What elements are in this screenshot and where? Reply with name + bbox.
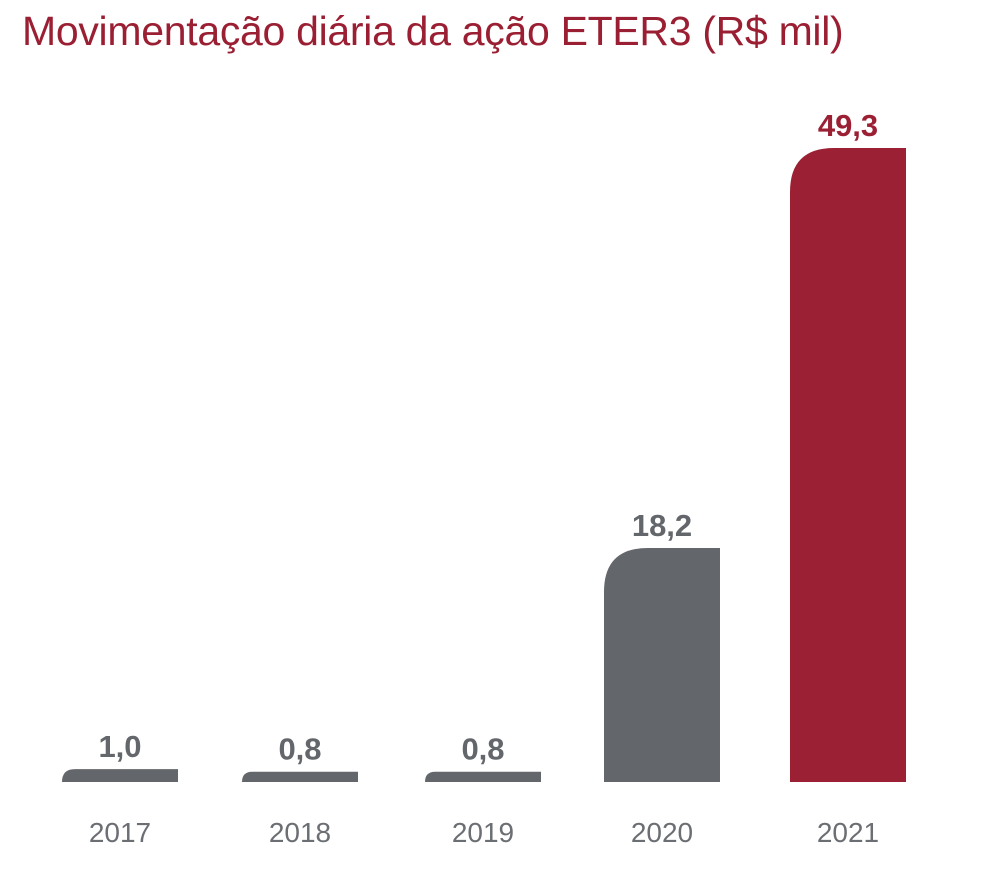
chart-title: Movimentação diária da ação ETER3 (R$ mi… (22, 8, 844, 54)
bar-2020 (604, 547, 720, 782)
x-tick-label-2017: 2017 (89, 817, 151, 848)
bar-2018 (242, 771, 358, 782)
x-tick-label-2018: 2018 (269, 817, 331, 848)
value-label-2020: 18,2 (632, 508, 692, 543)
bar-2021 (790, 148, 906, 782)
x-axis-ticks: 2017 2018 2019 2020 2021 (89, 817, 879, 848)
x-tick-label-2021: 2021 (817, 817, 879, 848)
value-label-2021: 49,3 (818, 108, 878, 143)
bars-layer (62, 148, 906, 782)
value-labels-layer: 1,0 0,8 0,8 18,2 49,3 (98, 108, 878, 767)
value-label-2017: 1,0 (98, 729, 141, 764)
x-tick-label-2019: 2019 (452, 817, 514, 848)
bar-2019 (425, 771, 541, 782)
x-tick-label-2020: 2020 (631, 817, 693, 848)
value-label-2018: 0,8 (278, 732, 321, 767)
value-label-2019: 0,8 (461, 732, 504, 767)
bar-2017 (62, 769, 178, 782)
